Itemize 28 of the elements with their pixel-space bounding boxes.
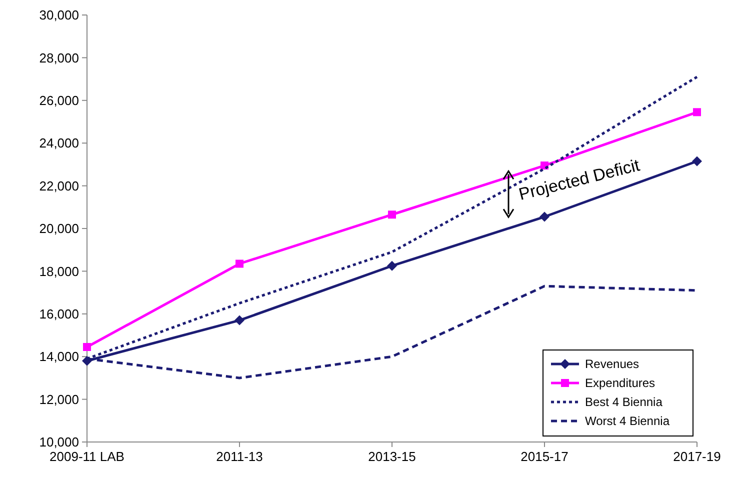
legend-label: Best 4 Biennia <box>585 395 663 410</box>
point <box>236 260 244 268</box>
y-tick-label: 28,000 <box>39 50 79 66</box>
x-tick-label: 2009-11 LAB <box>50 449 124 464</box>
y-tick-label: 24,000 <box>39 136 79 151</box>
y-tick-label: 12,000 <box>39 392 79 407</box>
x-tick-label: 2013-15 <box>368 449 416 464</box>
point <box>387 260 397 271</box>
y-tick-label: 10,000 <box>39 434 79 450</box>
point <box>83 342 91 351</box>
point <box>692 156 702 166</box>
y-tick-label: 30,000 <box>39 8 79 23</box>
legend-label: Revenues <box>585 357 640 372</box>
y-tick-label: 18,000 <box>39 264 79 279</box>
x-tick-label: 2017-19 <box>673 449 721 464</box>
legend-label: Worst 4 Biennia <box>585 414 670 428</box>
y-tick-label: 20,000 <box>39 221 79 236</box>
y-tick-label: 22,000 <box>39 178 79 194</box>
point <box>234 315 244 326</box>
point <box>388 210 396 219</box>
y-tick-label: 26,000 <box>39 92 79 108</box>
y-tick-label: 14,000 <box>39 349 79 364</box>
x-tick-label: 2015-17 <box>520 449 568 464</box>
legend-label: Expenditures <box>585 376 656 390</box>
point <box>540 212 550 222</box>
point <box>693 108 701 116</box>
x-tick-label: 2011-13 <box>216 449 263 464</box>
y-tick-label: 16,000 <box>39 306 79 322</box>
